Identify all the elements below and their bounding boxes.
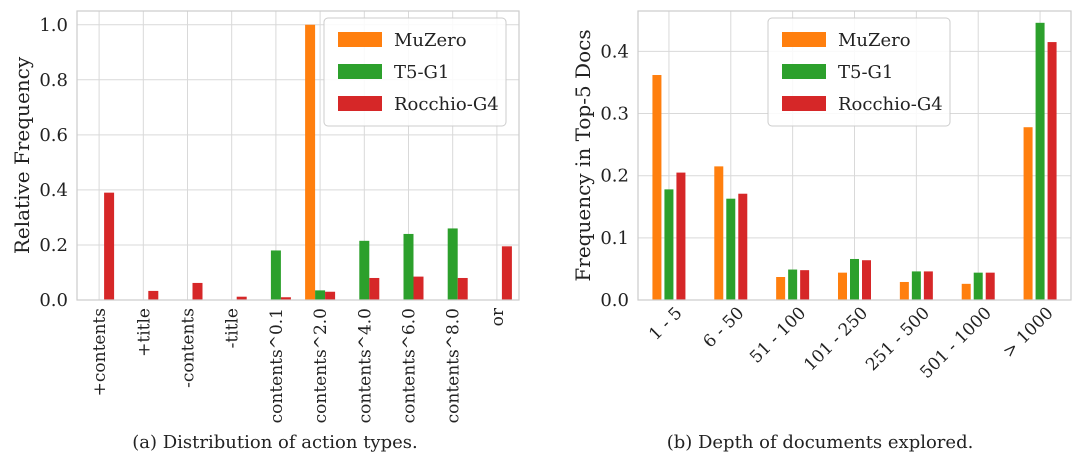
x-tick-label: 101 - 250 xyxy=(800,303,872,375)
bar-rocchio-g4 xyxy=(676,172,686,300)
y-tick-label: 0.2 xyxy=(39,235,68,256)
bar-t5-g1 xyxy=(359,240,370,300)
bar-rocchio-g4 xyxy=(325,291,336,300)
bar-muzero xyxy=(899,281,909,300)
chart-action-types: 0.0 0.2 0.4 0.6 0.8 1.0 +contents +title -conten… xyxy=(10,10,520,423)
bar-t5-g1 xyxy=(447,228,458,300)
y-tick-label: 0.6 xyxy=(39,125,68,146)
y-tick-label: 0.0 xyxy=(600,290,629,311)
bar-rocchio-g4 xyxy=(280,297,291,300)
x-tick-label: 1 - 5 xyxy=(645,303,686,344)
bar-t5-g1 xyxy=(850,258,859,300)
bar-t5-g1 xyxy=(788,269,798,300)
legend-swatch xyxy=(782,64,826,79)
y-tick-label: 0.8 xyxy=(39,70,68,91)
bar-t5-g1 xyxy=(911,271,921,300)
x-tick-label: contents^4.0 xyxy=(355,308,375,423)
bar-rocchio-g4 xyxy=(501,246,512,300)
bar-rocchio-g4 xyxy=(148,290,159,300)
bar-rocchio-g4 xyxy=(1047,42,1057,301)
bar-rocchio-g4 xyxy=(104,192,115,300)
x-tick-label: +contents xyxy=(90,308,110,396)
bar-rocchio-g4 xyxy=(413,276,424,300)
bar-rocchio-g4 xyxy=(862,260,871,300)
bar-rocchio-g4 xyxy=(985,272,995,300)
y-tick-label: 0.3 xyxy=(600,104,629,125)
x-tick-label: contents^0.1 xyxy=(267,308,287,423)
bar-muzero xyxy=(714,166,724,300)
plot-frame xyxy=(76,10,520,301)
caption-a: (a) Distribution of action types. xyxy=(132,432,418,453)
x-tick-label: +title xyxy=(134,308,154,357)
bar-t5-g1 xyxy=(1035,22,1045,301)
x-tick-label: contents^8.0 xyxy=(444,308,464,423)
bar-rocchio-g4 xyxy=(738,193,748,300)
legend-swatch xyxy=(338,96,382,111)
bar-rocchio-g4 xyxy=(457,277,468,300)
legend-swatch xyxy=(782,96,826,111)
bar-rocchio-g4 xyxy=(236,296,247,300)
bar-muzero xyxy=(838,272,847,300)
plot-frame xyxy=(637,10,1072,301)
bar-muzero xyxy=(1023,127,1033,301)
bar-rocchio-g4 xyxy=(192,282,203,300)
x-tick-label: > 1000 xyxy=(999,303,1058,362)
y-tick-label: 0.4 xyxy=(39,180,68,201)
bar-t5-g1 xyxy=(403,233,414,300)
bar-rocchio-g4 xyxy=(800,270,810,300)
y-axis-label: Relative Frequency xyxy=(10,56,34,254)
y-tick-label: 0.4 xyxy=(600,41,629,62)
y-tick-label: 1.0 xyxy=(39,15,68,36)
legend-label: T5-G1 xyxy=(838,62,893,83)
bar-t5-g1 xyxy=(315,290,326,300)
legend-swatch xyxy=(338,64,382,79)
x-tick-label: 6 - 50 xyxy=(700,303,749,352)
legend-label: MuZero xyxy=(394,30,467,51)
x-tick-label: contents^2.0 xyxy=(311,308,331,423)
bar-rocchio-g4 xyxy=(923,271,933,300)
legend-label: Rocchio-G4 xyxy=(394,94,499,115)
legend-label: MuZero xyxy=(838,30,911,51)
bar-t5-g1 xyxy=(973,272,983,300)
legend: MuZero T5-G1 Rocchio-G4 xyxy=(323,17,507,127)
legend: MuZero T5-G1 Rocchio-G4 xyxy=(767,17,951,127)
bar-muzero xyxy=(652,75,662,301)
y-tick-label: 0.2 xyxy=(600,166,629,187)
bar-t5-g1 xyxy=(270,250,281,300)
x-tick-label: -contents xyxy=(179,308,199,388)
x-tick-label: or xyxy=(488,307,508,326)
legend-label: T5-G1 xyxy=(394,62,449,83)
bar-muzero xyxy=(776,277,786,300)
caption-b: (b) Depth of documents explored. xyxy=(666,432,974,453)
x-tick-label: -title xyxy=(223,308,243,348)
x-tick-label: contents^6.0 xyxy=(400,308,420,423)
y-axis-label: Frequency in Top-5 Docs xyxy=(571,29,595,281)
bar-muzero xyxy=(961,283,971,300)
bar-t5-g1 xyxy=(664,189,674,300)
legend-swatch xyxy=(338,32,382,47)
bar-muzero xyxy=(305,24,316,301)
y-tick-label: 0.0 xyxy=(39,290,68,311)
legend-label: Rocchio-G4 xyxy=(838,94,943,115)
bar-rocchio-g4 xyxy=(369,277,380,300)
bar-t5-g1 xyxy=(726,198,736,300)
legend-swatch xyxy=(782,32,826,47)
y-tick-label: 0.1 xyxy=(600,228,629,249)
x-tick-label: 51 - 100 xyxy=(746,303,810,367)
